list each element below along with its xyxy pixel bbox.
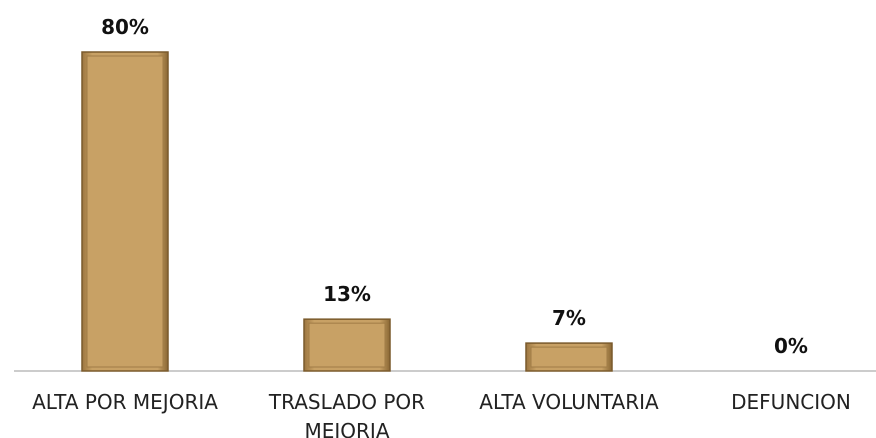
- value-label: 7%: [552, 306, 586, 330]
- bar-face: [530, 346, 608, 368]
- x-tick-label: ALTA VOLUNTARIA: [479, 390, 659, 414]
- value-label: 13%: [323, 282, 371, 306]
- value-label: 0%: [774, 334, 808, 358]
- x-tick-label: TRASLADO POR MEJORIA: [268, 390, 426, 438]
- x-tick-label: ALTA POR MEJORIA: [32, 390, 218, 414]
- value-label: 80%: [101, 15, 149, 39]
- x-tick-label: DEFUNCION: [731, 390, 851, 414]
- bar-face: [308, 322, 386, 368]
- bar-face: [86, 55, 164, 368]
